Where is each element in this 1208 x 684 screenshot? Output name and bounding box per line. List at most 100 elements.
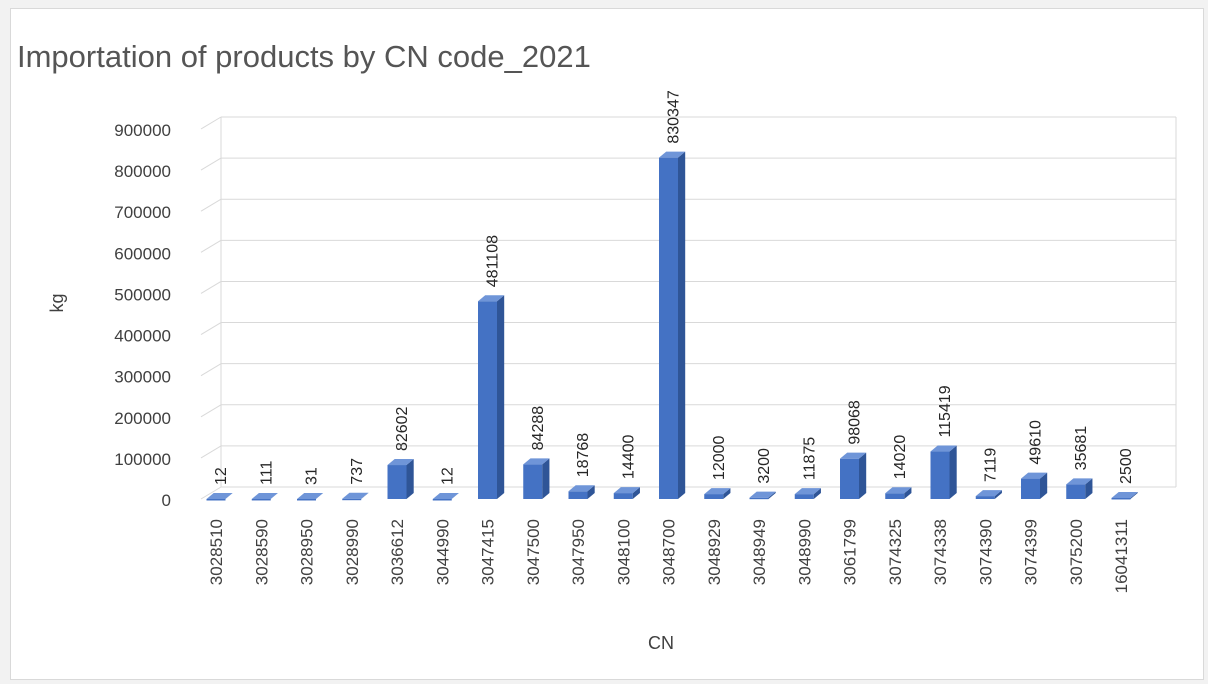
data-label: 18768 bbox=[575, 433, 592, 478]
bar-front bbox=[568, 491, 588, 499]
x-tick-label: 3048990 bbox=[795, 519, 814, 585]
data-label: 737 bbox=[349, 458, 366, 485]
data-label: 49610 bbox=[1028, 420, 1045, 465]
y-tick-label: 600000 bbox=[114, 244, 171, 263]
data-label: 115419 bbox=[937, 385, 954, 437]
bar-top bbox=[1066, 478, 1093, 485]
data-label: 11875 bbox=[801, 437, 818, 480]
y-tick-label: 100000 bbox=[114, 450, 171, 469]
bar-top bbox=[387, 459, 414, 466]
bar-front bbox=[975, 496, 995, 499]
bar-top bbox=[975, 490, 1002, 497]
gridlines bbox=[200, 116, 1177, 500]
bar bbox=[1021, 472, 1048, 499]
bar-side bbox=[451, 492, 459, 499]
chart-frame: Importation of products by CN code_2021 … bbox=[10, 8, 1204, 680]
x-tick-label: 3047950 bbox=[569, 519, 588, 585]
bar-front bbox=[704, 494, 724, 499]
bar-front bbox=[1021, 478, 1040, 499]
y-tick-label: 800000 bbox=[114, 162, 171, 181]
gridline-diag bbox=[200, 404, 222, 418]
bar-side bbox=[497, 295, 505, 499]
data-label: 98068 bbox=[847, 400, 864, 445]
bar bbox=[387, 459, 414, 499]
data-label: 84288 bbox=[530, 406, 547, 451]
x-tick-label: 3044990 bbox=[433, 519, 452, 585]
gridline-diag bbox=[200, 363, 222, 377]
gridline-diag bbox=[200, 239, 222, 253]
data-labels: 12 111 31 737 82602 12 481108 84288 18768 14400 83… bbox=[213, 90, 1135, 485]
bar-side bbox=[406, 459, 414, 499]
data-label: 481108 bbox=[485, 235, 502, 287]
bar-side bbox=[768, 491, 776, 499]
bar-front bbox=[478, 301, 497, 499]
bar-side bbox=[723, 488, 731, 499]
x-tick-label: 3061799 bbox=[841, 519, 860, 585]
bar bbox=[1066, 478, 1093, 499]
bar-front bbox=[840, 458, 859, 499]
bar-side bbox=[678, 151, 686, 499]
bar-front bbox=[523, 464, 543, 499]
bar-front bbox=[297, 498, 316, 501]
data-label: 12 bbox=[213, 467, 230, 485]
x-axis-title: CN bbox=[648, 633, 674, 653]
bar-top bbox=[568, 485, 595, 492]
bar-top bbox=[1021, 472, 1048, 479]
gridline-diag bbox=[200, 322, 222, 335]
bar bbox=[930, 445, 957, 499]
gridline-diag bbox=[200, 198, 222, 212]
bar bbox=[659, 151, 686, 499]
bar-front bbox=[659, 157, 678, 499]
x-tick-label: 3048929 bbox=[705, 519, 724, 585]
bar-side bbox=[316, 492, 324, 499]
y-tick-label: 700000 bbox=[114, 203, 171, 222]
bar-top bbox=[432, 492, 459, 499]
gridline-diag bbox=[200, 445, 222, 459]
bar bbox=[432, 492, 459, 501]
x-tick-label: 3047500 bbox=[524, 519, 543, 585]
bar-top bbox=[206, 492, 233, 499]
bar-side bbox=[859, 452, 867, 499]
x-tick-label: 3074325 bbox=[886, 519, 905, 585]
bar-side bbox=[1040, 472, 1048, 499]
bar bbox=[478, 295, 505, 499]
bar-front bbox=[387, 465, 407, 499]
bar-side bbox=[1130, 491, 1138, 499]
data-label: 12 bbox=[439, 467, 456, 485]
x-tick-label: 3028590 bbox=[252, 519, 271, 585]
bar bbox=[704, 488, 731, 499]
bar bbox=[885, 487, 912, 499]
data-label: 31 bbox=[304, 467, 321, 485]
bar bbox=[975, 490, 1002, 499]
x-tick-label: 3074338 bbox=[931, 519, 950, 585]
bar bbox=[342, 492, 369, 501]
x-tick-label: 3028990 bbox=[343, 519, 362, 585]
bar-front bbox=[930, 451, 950, 499]
bar-side bbox=[225, 492, 233, 499]
x-tick-label: 3075200 bbox=[1067, 519, 1086, 585]
bar-side bbox=[587, 485, 595, 499]
x-tick-label: 3028950 bbox=[298, 519, 317, 585]
data-label: 7119 bbox=[982, 448, 999, 483]
y-tick-label: 300000 bbox=[114, 368, 171, 387]
bar-top bbox=[840, 452, 867, 459]
bar-front bbox=[432, 498, 452, 501]
y-tick-label: 900000 bbox=[114, 121, 171, 140]
bar-side bbox=[361, 492, 369, 499]
data-label: 82602 bbox=[394, 406, 411, 451]
bar-top bbox=[523, 458, 550, 465]
x-tick-label: 3028510 bbox=[207, 519, 226, 585]
bars bbox=[206, 151, 1138, 501]
x-tick-label: 3074399 bbox=[1022, 519, 1041, 585]
bar-top bbox=[613, 487, 640, 494]
bar-side bbox=[1085, 478, 1093, 499]
bar-side bbox=[813, 488, 821, 499]
data-label: 111 bbox=[258, 461, 275, 485]
data-label: 35681 bbox=[1073, 426, 1090, 471]
bar-top bbox=[1111, 491, 1138, 498]
bar-front bbox=[342, 498, 362, 501]
bar-side bbox=[994, 490, 1002, 499]
y-tick-label: 400000 bbox=[114, 327, 171, 346]
gridline-diag bbox=[200, 116, 222, 130]
y-tick-label: 200000 bbox=[114, 409, 171, 428]
